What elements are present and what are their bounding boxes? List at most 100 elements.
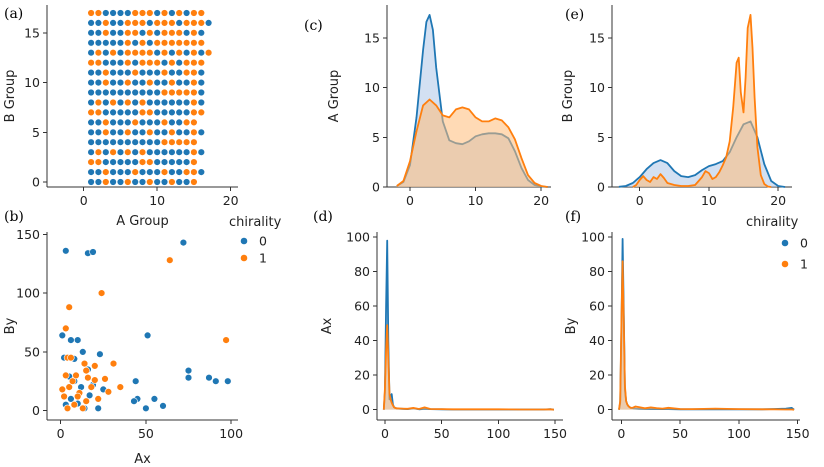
scatter-point-series-0: [124, 138, 132, 146]
scatter-point-series-1: [102, 178, 110, 186]
scatter-point-series-1: [168, 78, 176, 87]
scatter-point-series-0: [160, 148, 169, 156]
scatter-point-series-0: [175, 58, 183, 67]
kde-fill-series-0: [619, 238, 795, 410]
scatter-point-series-0: [87, 118, 95, 127]
y-tick-label: 20: [589, 368, 605, 383]
scatter-point-series-1: [68, 377, 77, 385]
scatter-point-series-1: [62, 371, 70, 380]
kde-fill-series-1: [396, 99, 548, 187]
x-tick-label: 50: [138, 426, 154, 441]
scatter-point-series-1: [153, 58, 161, 67]
scatter-point-series-1: [190, 29, 198, 37]
scatter-point-series-0: [87, 98, 95, 107]
scatter-point-series-0: [109, 128, 117, 137]
y-tick-label: 40: [354, 333, 370, 348]
scatter-point-series-1: [138, 98, 147, 107]
kde-fill-series-1: [632, 14, 772, 188]
scatter-point-series-1: [146, 178, 154, 186]
kde-line-series-1: [632, 14, 772, 188]
y-axis-label: B Group: [3, 70, 18, 123]
scatter-point-series-0: [197, 98, 206, 107]
scatter-point-series-1: [175, 39, 183, 47]
scatter-point-series-0: [182, 158, 191, 166]
panel-b: 0 50 100 0 50 100 150 (b) Ax By: [3, 209, 243, 467]
scatter-point-series-1: [124, 58, 132, 67]
scatter-point-series-0: [124, 9, 132, 17]
legend-label-1: 1: [259, 251, 267, 266]
scatter-point-series-1: [58, 385, 66, 394]
scatter-point-series-0: [184, 366, 193, 375]
scatter-point-series-0: [109, 68, 117, 77]
panel-c: 0 10 20 0 5 10 15 (c) A Group: [304, 5, 551, 208]
scatter-point-series-0: [87, 148, 95, 156]
x-tick-label: 100: [727, 426, 751, 441]
y-tick-label: 10: [589, 80, 605, 95]
scatter-point-series-0: [142, 404, 150, 412]
scatter-point-series-1: [131, 9, 139, 17]
scatter-point-series-1: [190, 118, 198, 127]
scatter-point-series-0: [168, 68, 176, 77]
scatter-point-series-0: [102, 39, 110, 47]
scatter-point-series-1: [124, 19, 132, 27]
scatter-point-series-0: [153, 138, 161, 146]
scatter-point-series-1: [190, 58, 198, 67]
scatter-point-series-0: [146, 19, 154, 27]
scatter-point-series-0: [87, 168, 95, 176]
scatter-point-series-0: [116, 128, 125, 137]
x-tick-label: 50: [672, 426, 688, 441]
scatter-point-series-1: [63, 404, 72, 412]
scatter-point-series-1: [124, 98, 132, 107]
scatter-point-series-1: [190, 88, 198, 97]
x-tick-label: 0: [406, 193, 414, 208]
scatter-point-series-0: [102, 138, 110, 146]
scatter-point-series-0: [153, 108, 161, 117]
scatter-point-series-0: [212, 377, 220, 385]
scatter-point-series-0: [102, 9, 110, 17]
scatter-point-series-0: [132, 377, 140, 385]
scatter-point-series-0: [87, 19, 95, 27]
panel-a: 0 10 20 0 5 10 15(a) A Group B Group: [3, 5, 239, 229]
scatter-point-series-0: [182, 9, 191, 17]
scatter-point-series-0: [160, 98, 169, 107]
x-tick-label: 0: [381, 426, 389, 441]
scatter-point-series-0: [153, 68, 161, 77]
scatter-point-series-1: [72, 371, 80, 380]
x-tick-label: 10: [468, 193, 484, 208]
scatter-point-series-0: [87, 48, 95, 57]
x-tick-label: 100: [486, 426, 510, 441]
scatter-point-series-1: [190, 108, 198, 117]
scatter-point-series-1: [175, 138, 183, 146]
scatter-point-series-1: [190, 138, 198, 146]
scatter-point-series-0: [160, 78, 169, 87]
scatter-point-series-1: [146, 158, 154, 166]
scatter-point-series-0: [138, 178, 147, 186]
scatter-point-series-1: [65, 383, 73, 391]
scatter-point-series-0: [94, 39, 103, 47]
scatter-point-series-0: [124, 158, 132, 166]
x-tick-label: 10: [149, 193, 165, 208]
y-tick-label: 10: [24, 75, 40, 90]
scatter-point-series-0: [179, 238, 188, 247]
y-axis-label: Ax: [320, 317, 335, 334]
scatter-point-series-0: [138, 138, 147, 146]
x-tick-label: 150: [543, 426, 567, 441]
scatter-point-series-0: [94, 29, 103, 37]
y-tick-label: 0: [362, 402, 370, 417]
scatter-point-series-1: [160, 168, 169, 176]
scatter-point-series-1: [124, 128, 132, 137]
scatter-point-series-0: [159, 402, 167, 410]
scatter-point-series-1: [138, 39, 147, 47]
scatter-point-series-1: [131, 168, 139, 176]
scatter-point-series-0: [94, 88, 103, 97]
scatter-point-series-0: [184, 374, 193, 382]
scatter-point-series-1: [168, 19, 176, 27]
scatter-point-series-0: [109, 158, 117, 166]
scatter-point-series-0: [124, 88, 132, 97]
scatter-point-series-0: [124, 68, 132, 77]
scatter-point-series-1: [109, 359, 118, 368]
scatter-point-series-1: [138, 58, 147, 67]
scatter-point-series-0: [175, 158, 183, 166]
scatter-point-series-0: [182, 148, 191, 156]
